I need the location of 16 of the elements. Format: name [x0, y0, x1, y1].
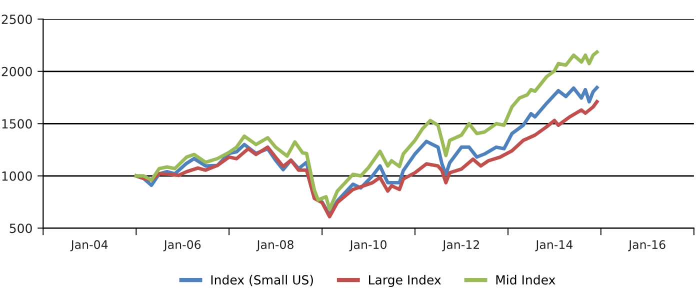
x-tick-label: Jan-10 [349, 240, 386, 252]
line-series [134, 50, 599, 212]
x-tick-label: Jan-08 [256, 240, 294, 252]
legend-label: Large Index [369, 274, 441, 288]
y-tick-label: 2500 [2, 14, 32, 24]
x-tick-label: Jan-16 [628, 240, 666, 252]
x-tick-label: Jan-12 [442, 240, 479, 252]
y-tick-label: 2000 [2, 66, 32, 76]
y-tick-label: 1000 [2, 171, 32, 181]
x-tick-label: Jan-14 [535, 240, 573, 252]
x-tick-label: Jan-04 [70, 240, 108, 252]
legend-label: Index (Small US) [211, 274, 313, 286]
y-tick-label: 1500 [2, 119, 32, 129]
x-tick-label: Jan-06 [163, 240, 201, 252]
legend-label: Mid Index [496, 274, 556, 285]
y-tick-label: 500 [10, 224, 32, 234]
